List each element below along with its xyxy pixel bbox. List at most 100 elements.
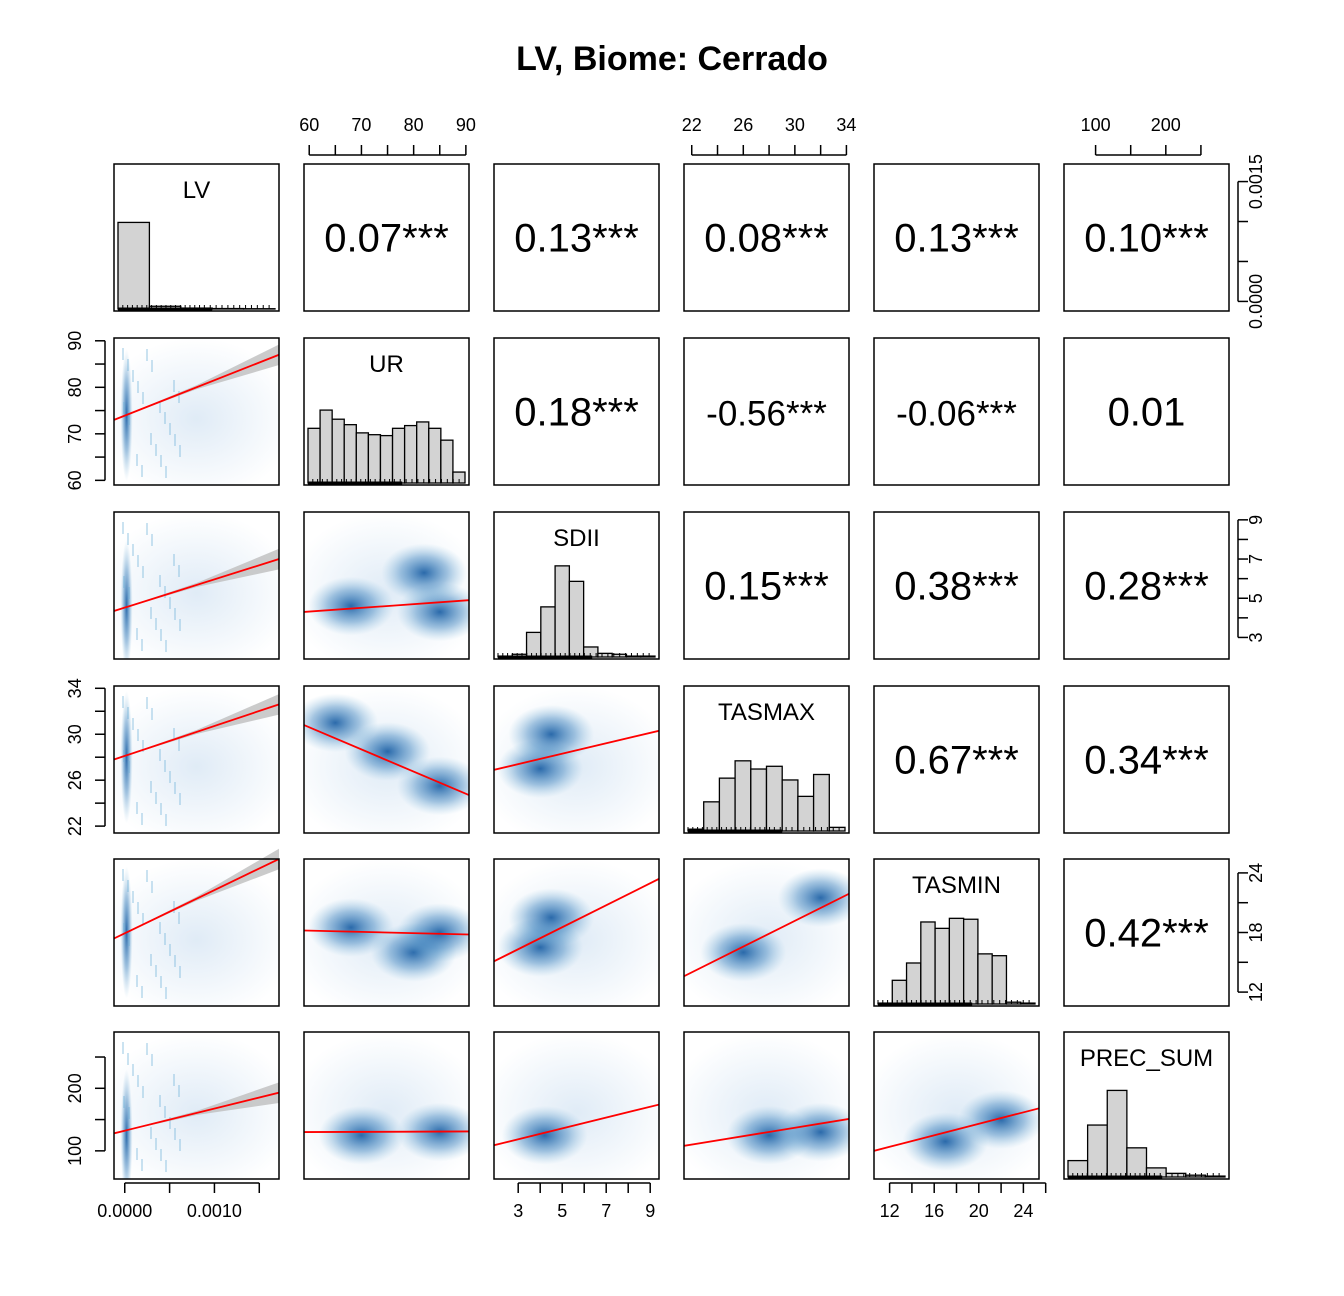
panel-frame [493,858,660,1007]
density-streak [173,728,175,740]
density-cluster [120,1069,133,1179]
density-streak [146,697,148,709]
tick-label: 0.0015 [1246,154,1266,209]
panel-prec-sum-lv [113,1031,280,1180]
panel-frame [113,511,280,660]
density-cluster [381,543,467,603]
panel-frame [873,1031,1040,1180]
density-streak [137,381,139,393]
density-streak [155,792,157,804]
density-sdii-prec-sum [494,1032,659,1179]
panel-frame [303,685,470,834]
density-streak [132,544,134,556]
density-streak [146,1043,148,1055]
density-streak [146,523,148,535]
x-axis-bottom-tasmin: 12 16 20 24 [880,1182,1047,1221]
panel-ur-prec-sum: 0.01 [1063,337,1230,486]
correlation-label: 0.15*** [704,565,829,609]
regression-line [114,703,279,761]
density-streak [142,392,144,404]
panel-prec-sum-sdii [493,1031,660,1180]
density-streak [174,955,176,967]
tick-label: 60 [299,115,319,135]
panel-frame [683,858,850,1007]
density-streak [123,576,125,588]
regression-line [874,1107,1039,1152]
tick-label: 34 [65,678,85,698]
density-streak [132,1064,134,1076]
density-lv-prec-sum [114,1032,279,1179]
panel-frame [493,337,660,486]
density-streak [169,1117,171,1129]
density-streak [155,444,157,456]
histogram-tasmax [687,760,846,832]
panel-frame [1063,163,1230,312]
variable-label-tasmax: TASMAX [718,699,815,726]
panel-frame [303,1031,470,1180]
density-streak [123,1096,125,1108]
density-ur-tasmin [304,859,469,1006]
panel-tasmin-ur [303,858,470,1007]
density-streak [151,360,153,372]
panel-frame [303,337,470,486]
hist-bar [319,409,333,484]
density-streak [146,349,148,361]
density-streak [178,912,180,924]
tick-label: 80 [65,377,85,397]
hist-bar [1086,1124,1108,1178]
panel-ur-tasmin: -0.06*** [873,337,1040,486]
panel-frame [113,858,280,1007]
hist-bar [1106,1089,1128,1178]
density-streak [179,445,181,457]
density-streak [155,1138,157,1150]
panel-prec-sum-prec-sum: PREC_SUM [1063,1031,1230,1180]
tick-label: 5 [1246,593,1266,603]
hist-bar [812,773,830,832]
panel-tasmin-tasmin: TASMIN [873,858,1040,1007]
hist-bar [920,921,936,1005]
panel-sdii-sdii: SDII [493,511,660,660]
tick-label: 9 [1246,515,1266,525]
density-streak [160,1149,162,1161]
density-streak [122,522,124,534]
density-cluster [396,756,469,816]
density-streak [122,696,124,708]
panel-frame [683,337,850,486]
density-lv-tasmin [114,859,279,1006]
panel-tasmin-lv [113,848,280,1007]
panel-frame [683,685,850,834]
density-streak [159,922,161,934]
correlation-label: -0.06*** [896,395,1017,434]
density-streak [165,640,167,652]
density-haze [114,859,279,1006]
tick-label: 80 [404,115,424,135]
density-streak [174,782,176,794]
density-cluster [501,1105,588,1165]
regression-line [494,878,659,963]
panel-frame [493,1031,660,1180]
density-streak [137,729,139,741]
density-streak [141,465,143,477]
density-streak [173,380,175,392]
density-streak [173,1074,175,1086]
panel-frame [303,858,470,1007]
density-cluster [700,922,787,982]
hist-bar [891,979,908,1005]
density-haze [494,1032,659,1179]
correlation-label: 0.07*** [324,217,449,261]
density-streak [159,401,161,413]
hist-bar [977,953,993,1005]
density-cluster [508,888,595,948]
density-streak [160,455,162,467]
density-streak [164,933,166,945]
density-streak [165,1160,167,1172]
tick-label: 200 [65,1073,85,1103]
density-streak [132,891,134,903]
density-streak [169,597,171,609]
panel-frame [303,163,470,312]
density-streak [127,533,129,545]
tick-label: 3 [513,1201,523,1221]
density-streak [173,901,175,913]
tick-label: 70 [351,115,371,135]
panel-frame [1063,858,1230,1007]
